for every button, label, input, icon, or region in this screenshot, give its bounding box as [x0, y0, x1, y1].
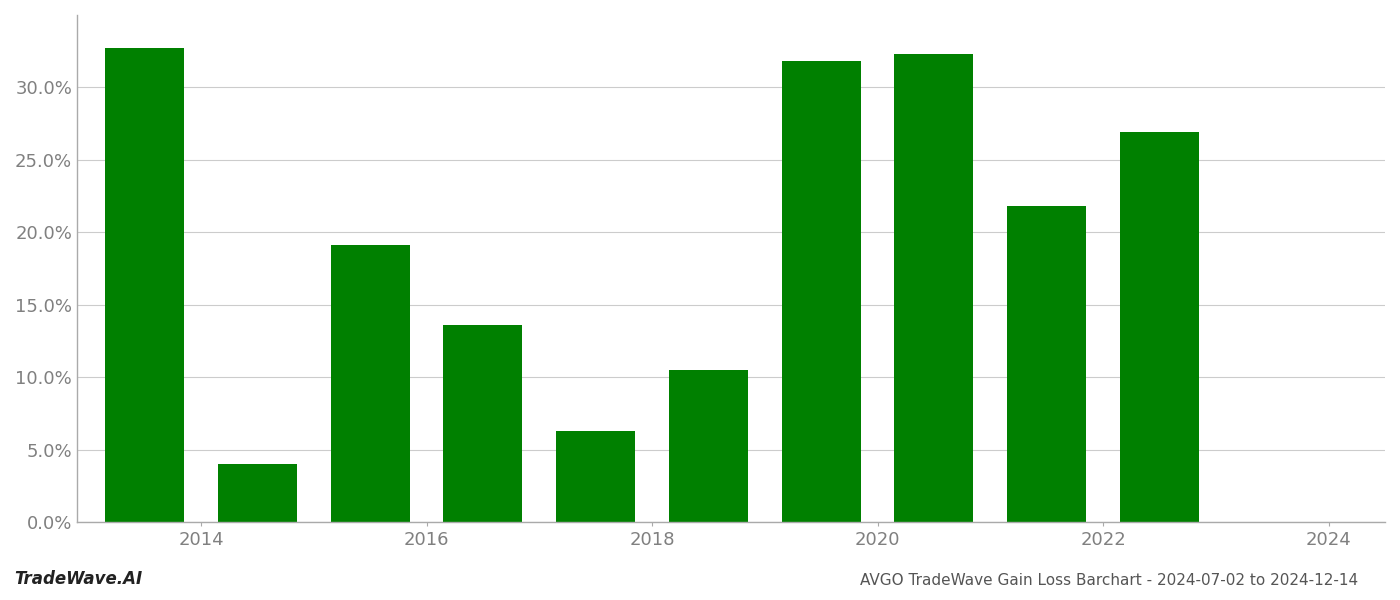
Bar [781, 61, 861, 522]
Bar [444, 325, 522, 522]
Bar [218, 464, 297, 522]
Bar [1007, 206, 1086, 522]
Bar [669, 370, 748, 522]
Bar [330, 245, 410, 522]
Bar [105, 49, 185, 522]
Text: TradeWave.AI: TradeWave.AI [14, 570, 143, 588]
Bar [1120, 133, 1198, 522]
Bar [895, 54, 973, 522]
Text: AVGO TradeWave Gain Loss Barchart - 2024-07-02 to 2024-12-14: AVGO TradeWave Gain Loss Barchart - 2024… [860, 573, 1358, 588]
Bar [556, 431, 636, 522]
